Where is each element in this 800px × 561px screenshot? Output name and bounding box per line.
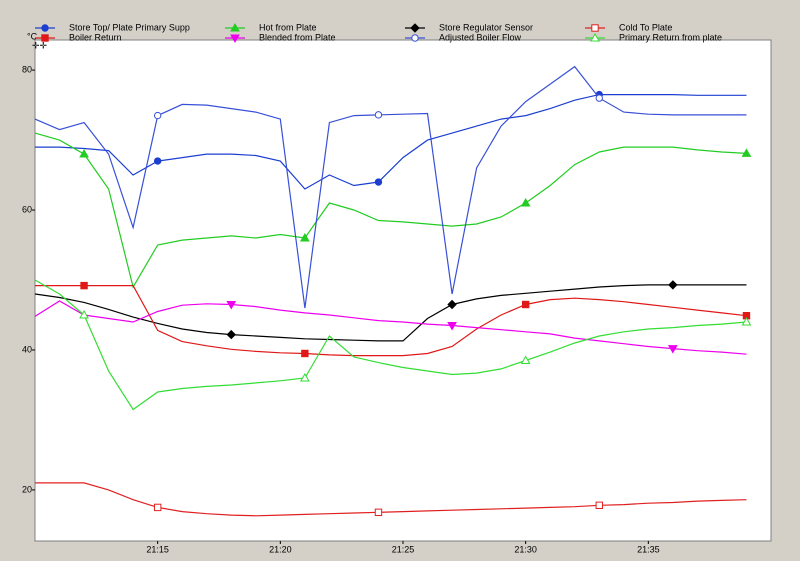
legend-marker	[410, 23, 420, 33]
series-marker	[520, 355, 531, 364]
series-marker	[79, 309, 89, 319]
series-line	[34, 65, 747, 309]
series-line	[34, 279, 747, 411]
legend-marker	[230, 34, 240, 44]
legend-label: Cold To Plate	[619, 22, 672, 32]
zoom-icon[interactable]: ✛✛	[32, 40, 48, 50]
series-marker	[521, 300, 530, 309]
series-marker	[301, 349, 309, 358]
legend-label: Boiler Return	[69, 32, 122, 42]
series-marker	[300, 233, 310, 242]
x-tick-label: 21:15	[146, 544, 169, 554]
x-tick-label: 21:35	[637, 544, 660, 554]
series-marker	[153, 111, 162, 120]
series-marker	[520, 198, 531, 207]
legend-label: Hot from Plate	[259, 22, 317, 32]
series-marker	[741, 148, 752, 157]
series-marker	[80, 281, 88, 290]
legend-marker	[590, 32, 600, 42]
legend-marker	[411, 34, 419, 42]
series-marker	[741, 316, 752, 326]
series-marker	[668, 280, 678, 290]
y-tick-label: 20	[22, 484, 32, 494]
x-tick-label: 21:30	[514, 544, 537, 554]
series-marker	[595, 94, 603, 102]
y-tick-label: 60	[22, 204, 32, 214]
series-marker	[374, 178, 383, 186]
series-marker	[226, 329, 236, 340]
y-axis-label: °C	[27, 31, 38, 41]
legend-marker	[230, 22, 240, 32]
series-marker	[153, 503, 162, 512]
x-tick-label: 21:25	[392, 544, 415, 554]
legend-label: Blended from Plate	[259, 32, 336, 42]
series-marker	[374, 111, 383, 119]
series-marker	[447, 321, 457, 331]
y-tick-label: 80	[22, 64, 32, 74]
legend-marker	[41, 34, 49, 42]
x-tick-label: 21:20	[269, 544, 292, 554]
legend-label: Store Regulator Sensor	[439, 22, 533, 32]
series-marker	[153, 157, 162, 165]
legend-label: Primary Return from plate	[619, 32, 722, 42]
series-line	[34, 132, 747, 289]
series-marker	[595, 501, 603, 510]
series-marker	[300, 372, 310, 382]
series-marker	[374, 508, 383, 517]
series-marker	[226, 300, 237, 310]
series-marker	[447, 299, 457, 310]
plot-area	[34, 39, 772, 542]
series-line	[34, 300, 747, 355]
series-marker	[668, 345, 678, 354]
series-marker	[79, 149, 89, 158]
legend-marker	[591, 24, 599, 32]
y-tick-label: 40	[22, 344, 32, 354]
legend-marker	[41, 24, 49, 32]
series-line	[35, 482, 747, 517]
legend-label: Adjusted Boiler Flow	[439, 32, 522, 42]
legend-label: Store Top/ Plate Primary Supp	[69, 22, 190, 32]
series-line	[35, 285, 747, 357]
series-line	[35, 94, 747, 190]
